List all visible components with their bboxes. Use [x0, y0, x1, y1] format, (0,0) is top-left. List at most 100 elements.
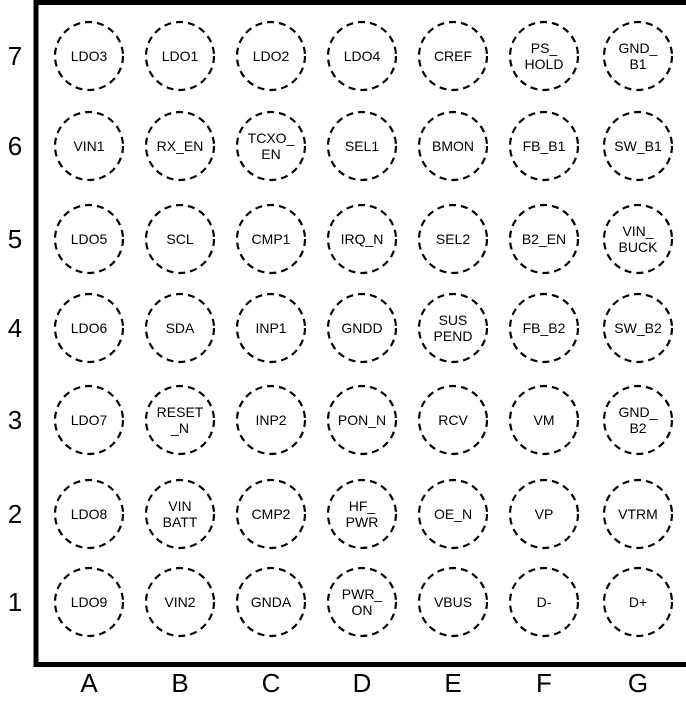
- ball-outline: [508, 20, 580, 92]
- pin-label: VIN: [168, 498, 191, 514]
- column-label: D: [353, 668, 372, 698]
- pin-label: HF_: [349, 498, 376, 514]
- pin-label: VP: [535, 506, 554, 522]
- pin-label: IRQ_N: [341, 231, 384, 247]
- pin-label: BATT: [163, 514, 198, 530]
- pin-label: D-: [537, 594, 552, 610]
- pin-label: VTRM: [618, 506, 658, 522]
- ball-c5: CMP1: [235, 203, 307, 275]
- ball-outline: [602, 292, 674, 364]
- ball-outline: [602, 203, 674, 275]
- pin-label: B2: [629, 420, 646, 436]
- pin-label: CMP1: [252, 231, 291, 247]
- ball-outline: [235, 203, 307, 275]
- ball-outline: [144, 203, 216, 275]
- pin-label: BMON: [432, 138, 474, 154]
- ball-outline: [235, 478, 307, 550]
- ball-outline: [508, 384, 580, 456]
- ball-d2: HF_PWR: [326, 478, 398, 550]
- ball-outline: [326, 110, 398, 182]
- pin-label: LDO8: [71, 506, 108, 522]
- ball-outline: [508, 292, 580, 364]
- ball-outline: [235, 566, 307, 638]
- ball-g1: D+: [602, 566, 674, 638]
- ball-outline: [508, 203, 580, 275]
- ball-e1: VBUS: [417, 566, 489, 638]
- row-label: 7: [8, 41, 22, 71]
- ball-a4: LDO6: [53, 292, 125, 364]
- pin-label: LDO4: [344, 48, 381, 64]
- ball-a3: LDO7: [53, 384, 125, 456]
- ball-outline: [144, 384, 216, 456]
- ball-f5: B2_EN: [508, 203, 580, 275]
- pin-label: GND_: [619, 40, 658, 56]
- pin-label: RESET: [157, 404, 204, 420]
- pin-label: B2_EN: [522, 231, 566, 247]
- ball-outline: [53, 292, 125, 364]
- ball-outline: [144, 292, 216, 364]
- ball-f7: PS_HOLD: [508, 20, 580, 92]
- pin-label: LDO6: [71, 320, 108, 336]
- pin-label: D+: [629, 594, 647, 610]
- column-label: C: [262, 668, 281, 698]
- pin-label: LDO5: [71, 231, 108, 247]
- ball-outline: [144, 110, 216, 182]
- column-labels: A B C D E F G: [80, 668, 648, 698]
- ball-b7: LDO1: [144, 20, 216, 92]
- ball-g3: GND_B2: [602, 384, 674, 456]
- ball-outline: [508, 110, 580, 182]
- pin-label: SCL: [166, 231, 193, 247]
- ball-d6: SEL1: [326, 110, 398, 182]
- pin-label: VBUS: [434, 594, 472, 610]
- ball-c1: GNDA: [235, 566, 307, 638]
- ball-a6: VIN1: [53, 110, 125, 182]
- pin-label: PWR: [346, 514, 379, 530]
- ball-e2: OE_N: [417, 478, 489, 550]
- ball-b4: SDA: [144, 292, 216, 364]
- ball-outline: [508, 566, 580, 638]
- pin-label: FB_B1: [523, 138, 566, 154]
- ball-outline: [326, 478, 398, 550]
- ball-a7: LDO3: [53, 20, 125, 92]
- pin-label: _N: [170, 420, 189, 436]
- pin-label: RCV: [438, 412, 468, 428]
- pin-label: LDO3: [71, 48, 108, 64]
- pin-label: ON: [352, 602, 373, 618]
- pin-label: SW_B2: [614, 320, 662, 336]
- ball-d3: PON_N: [326, 384, 398, 456]
- ball-e3: RCV: [417, 384, 489, 456]
- pin-label: GNDD: [341, 320, 382, 336]
- ball-outline: [417, 566, 489, 638]
- ball-g4: SW_B2: [602, 292, 674, 364]
- column-label: E: [444, 668, 461, 698]
- ball-d5: IRQ_N: [326, 203, 398, 275]
- pin-label: SEL1: [345, 138, 379, 154]
- ball-outline: [53, 384, 125, 456]
- ball-c4: INP1: [235, 292, 307, 364]
- ball-outline: [53, 203, 125, 275]
- row-label: 3: [8, 405, 22, 435]
- ball-outline: [53, 566, 125, 638]
- ball-f3: VM: [508, 384, 580, 456]
- ball-outline: [144, 20, 216, 92]
- row-labels: 7 6 5 4 3 2 1: [8, 41, 22, 617]
- ball-outline: [417, 203, 489, 275]
- pin-label: PWR_: [342, 586, 383, 602]
- pin-label: EN: [261, 146, 280, 162]
- ball-outline: [326, 292, 398, 364]
- pin-label: B1: [629, 56, 646, 72]
- column-label: A: [80, 668, 98, 698]
- row-label: 6: [8, 131, 22, 161]
- ball-outline: [326, 566, 398, 638]
- pin-label: GND_: [619, 404, 658, 420]
- ball-outline: [326, 384, 398, 456]
- ball-f6: FB_B1: [508, 110, 580, 182]
- ball-outline: [144, 566, 216, 638]
- pin-label: SEL2: [436, 231, 470, 247]
- row-label: 4: [8, 313, 22, 343]
- ball-b5: SCL: [144, 203, 216, 275]
- ball-e5: SEL2: [417, 203, 489, 275]
- ball-outline: [602, 566, 674, 638]
